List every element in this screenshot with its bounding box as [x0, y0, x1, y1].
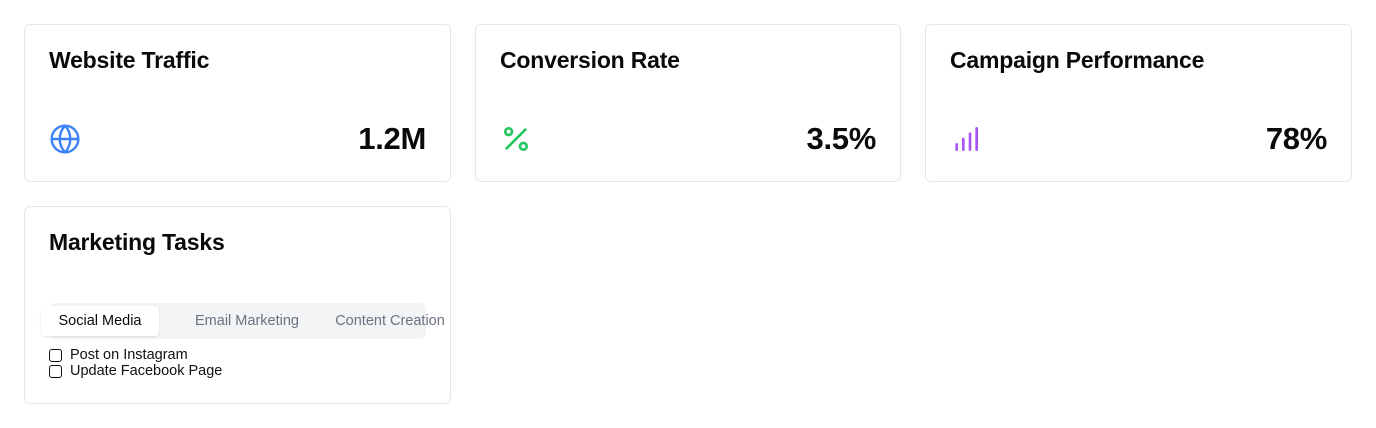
task-checkbox[interactable] [49, 364, 62, 378]
card-title: Website Traffic [49, 47, 210, 73]
marketing-tasks-card: Marketing Tasks Social Media Email Marke… [24, 206, 451, 404]
stat-card-conversion-rate: Conversion Rate 3.5% [475, 24, 901, 182]
tab-email-marketing[interactable]: Email Marketing [195, 313, 299, 329]
card-title: Campaign Performance [950, 47, 1205, 73]
card-title: Marketing Tasks [49, 229, 225, 255]
task-label: Post on Instagram [70, 347, 188, 363]
tab-social-media[interactable]: Social Media [41, 306, 159, 336]
card-title: Conversion Rate [500, 47, 680, 73]
stat-value: 3.5% [806, 121, 877, 156]
globe-icon [49, 123, 81, 155]
task-label: Update Facebook Page [70, 363, 223, 379]
stat-value: 78% [1265, 121, 1327, 156]
stat-card-website-traffic: Website Traffic 1.2M [24, 24, 451, 182]
task-tabs: Social Media Email Marketing Content Cre… [41, 303, 445, 339]
tab-content-creation[interactable]: Content Creation [335, 313, 445, 329]
percent-icon [500, 123, 532, 155]
task-item: Post on Instagram [49, 347, 188, 363]
task-checkbox[interactable] [49, 348, 62, 362]
stat-value: 1.2M [358, 121, 426, 156]
bar-chart-icon [950, 123, 982, 155]
task-item: Update Facebook Page [49, 363, 222, 379]
stat-card-campaign-performance: Campaign Performance 78% [925, 24, 1352, 182]
